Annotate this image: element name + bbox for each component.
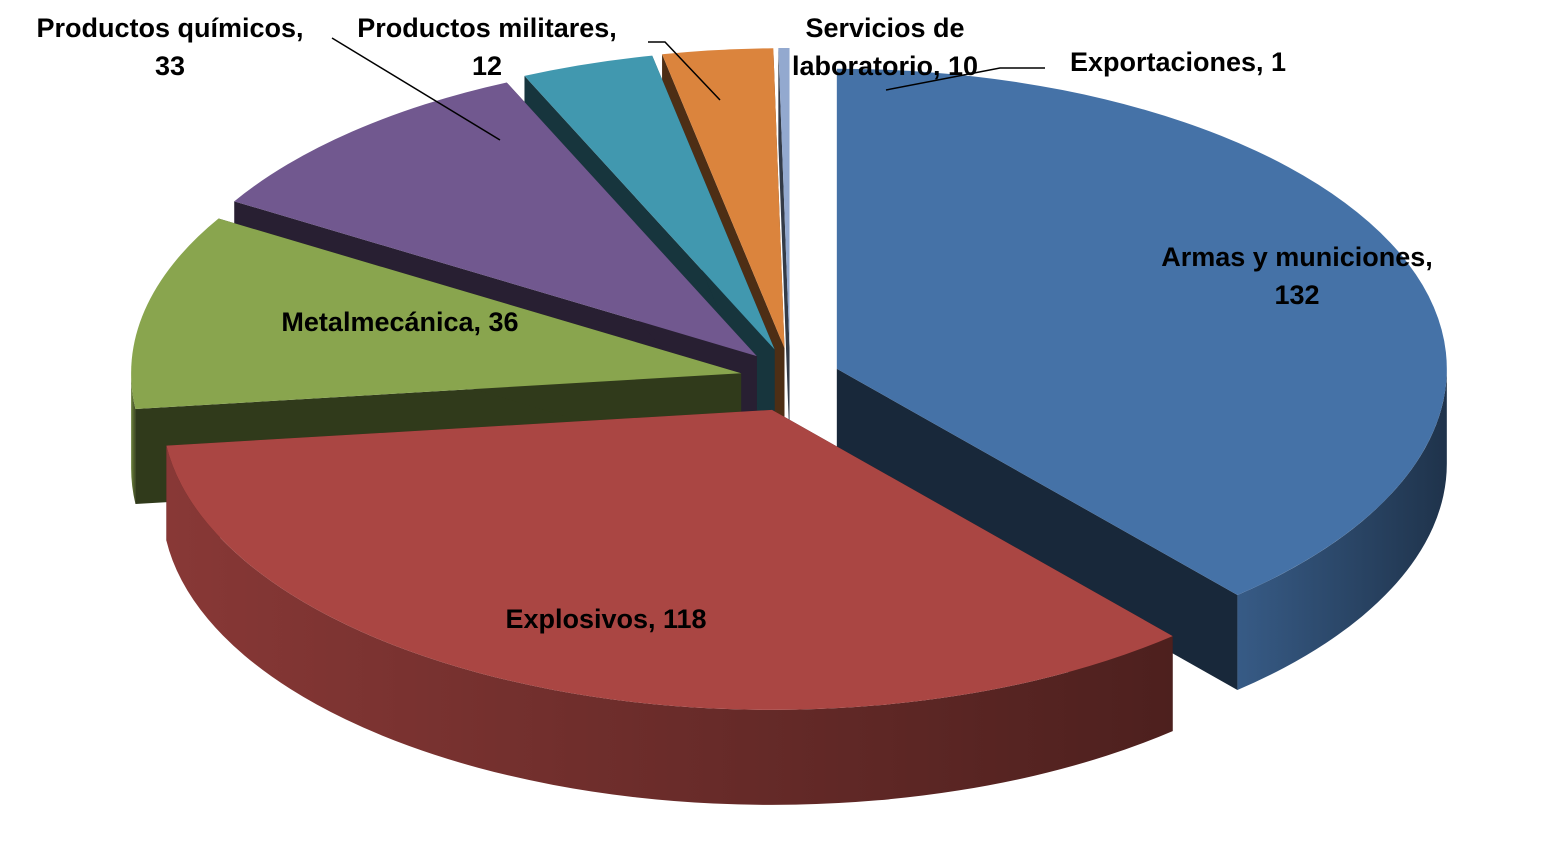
pie-slice bbox=[836, 68, 1447, 596]
slice-wall bbox=[1237, 368, 1447, 691]
slice-wall bbox=[131, 373, 136, 505]
data-label: Armas y municiones, 132 bbox=[1161, 242, 1433, 310]
slice-side bbox=[778, 48, 790, 444]
slice-wall bbox=[166, 445, 1173, 805]
data-label: Productos químicos, 33 bbox=[36, 13, 304, 81]
data-label: Explosivos, 118 bbox=[505, 604, 707, 634]
slices bbox=[131, 48, 1447, 805]
data-label: Exportaciones, 1 bbox=[1069, 47, 1287, 77]
leader-line bbox=[885, 67, 1045, 91]
data-label: Productos militares, 12 bbox=[357, 13, 617, 81]
pie-slice bbox=[166, 409, 1173, 710]
data-label: Metalmecánica, 36 bbox=[281, 307, 519, 337]
pie-slice bbox=[131, 218, 742, 410]
pie-slice bbox=[234, 82, 757, 357]
slice-side bbox=[836, 368, 1238, 691]
pie-slice bbox=[524, 55, 775, 350]
pie-slice bbox=[778, 48, 790, 349]
pie-slice bbox=[662, 48, 785, 349]
data-label: Servicios de laboratorio, 10 bbox=[791, 13, 979, 81]
leader-line bbox=[331, 37, 501, 141]
leader-lines bbox=[331, 37, 1045, 141]
leader-line bbox=[648, 41, 721, 101]
